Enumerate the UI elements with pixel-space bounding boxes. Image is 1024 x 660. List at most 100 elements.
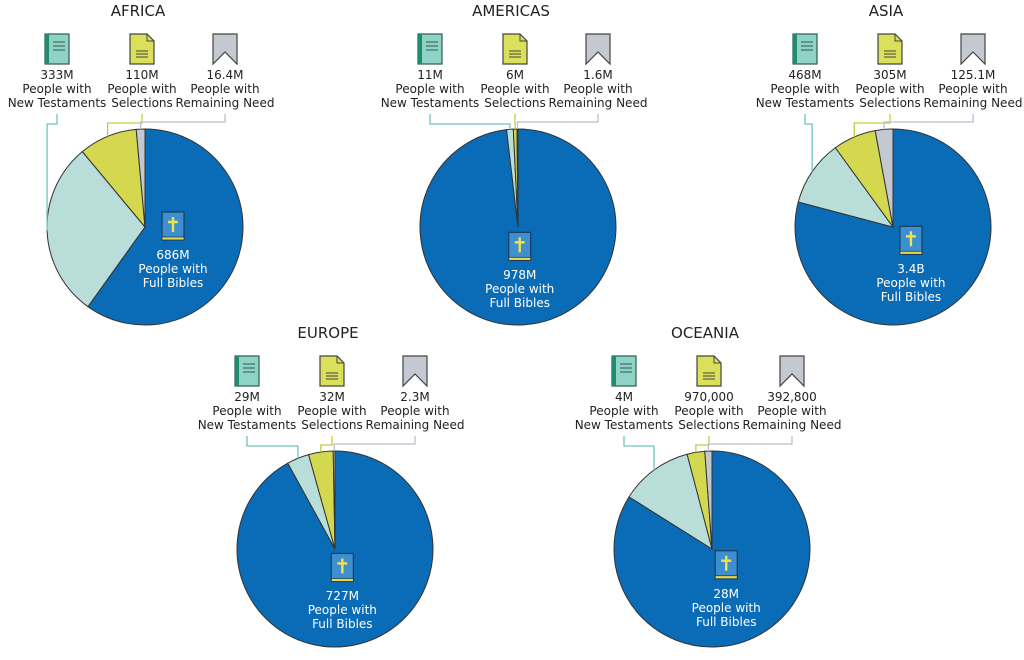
leader-line (246, 436, 299, 459)
icon-shape (326, 372, 338, 380)
category-label: People with Remaining Need (175, 82, 275, 110)
pie-slice (797, 147, 895, 228)
icon-shape (519, 34, 527, 42)
chart-title: ASIA (868, 2, 904, 20)
chart-title: AFRICA (110, 2, 166, 20)
category-label: People with Remaining Need (742, 404, 842, 432)
icon-shape (235, 356, 239, 386)
value-label: 125.1M (950, 68, 996, 82)
slice-label: 125.1M People with Remaining Need (908, 68, 1024, 110)
value-label: 3.4B (897, 262, 925, 277)
slice-label: 32M People with Selections (267, 390, 397, 432)
leader-line (707, 436, 793, 452)
icon-shape (146, 34, 154, 42)
icon-shape (960, 33, 986, 66)
leader-line (883, 114, 974, 130)
icon-shape (212, 33, 238, 66)
value-label: 16.4M (206, 68, 244, 82)
value-label: 392,800 (767, 390, 817, 404)
icon-selection (696, 355, 722, 387)
category-label: People with New Testaments (7, 82, 107, 110)
icon-full-bible (161, 211, 185, 241)
icon-shape (319, 355, 345, 387)
slice-label: 333M People with New Testaments (0, 68, 122, 110)
icon-selection (502, 33, 528, 65)
icon-shape (894, 34, 902, 42)
value-label: 333M (40, 68, 74, 82)
category-label: People with Full Bibles (691, 600, 761, 629)
category-label: People with Full Bibles (138, 261, 208, 290)
slice-label: 110M People with Selections (77, 68, 207, 110)
slice-label: 392,800 People with Remaining Need (727, 390, 857, 432)
value-label: 4M (615, 390, 633, 404)
slice-label: 3.4B People with Full Bibles (846, 262, 976, 304)
category-label: People with New Testaments (380, 82, 480, 110)
slice-label: 305M People with Selections (825, 68, 955, 110)
category-label: People with Remaining Need (923, 82, 1023, 110)
icon-selection (129, 33, 155, 65)
slice-label: 1.6M People with Remaining Need (533, 68, 663, 110)
category-label: People with Remaining Need (548, 82, 648, 110)
icon-shape (336, 356, 344, 364)
icon-new-testament (417, 33, 443, 65)
chart-title: OCEANIA (671, 324, 739, 342)
icon-shape (714, 575, 738, 580)
leader-line (853, 114, 891, 137)
icon-shape (899, 250, 923, 255)
icon-shape (337, 558, 348, 574)
icon-shape (45, 34, 49, 64)
icon-shape (721, 555, 732, 571)
value-label: 2.3M (400, 390, 430, 404)
icon-shape (514, 237, 525, 253)
leader-line (106, 114, 143, 137)
pie-slice (46, 150, 146, 308)
leader-line (623, 436, 655, 471)
category-label: People with Selections (107, 82, 177, 110)
slice-label: 16.4M People with Remaining Need (160, 68, 290, 110)
leader-line (516, 114, 599, 130)
icon-shape (53, 41, 65, 51)
icon-shape (779, 355, 805, 388)
category-label: People with Selections (480, 82, 550, 110)
slice-label: 4M People with New Testaments (559, 390, 689, 432)
value-label: 1.6M (583, 68, 613, 82)
icon-remaining-need (585, 33, 611, 66)
slice-label: 28M People with Full Bibles (661, 587, 791, 629)
category-label: People with Remaining Need (365, 404, 465, 432)
icon-shape (905, 231, 916, 247)
slice-label: 468M People with New Testaments (740, 68, 870, 110)
icon-new-testament (611, 355, 637, 387)
leader-line (333, 436, 416, 452)
icon-full-bible (508, 231, 532, 261)
chart-title: AMERICAS (472, 2, 550, 20)
value-label: 110M (125, 68, 159, 82)
category-label: People with New Testaments (197, 404, 297, 432)
icon-remaining-need (212, 33, 238, 66)
leader-line (695, 436, 710, 453)
icon-shape (620, 363, 632, 373)
icon-shape (703, 372, 715, 380)
icon-shape (243, 363, 255, 373)
icon-remaining-need (779, 355, 805, 388)
slice-label: 727M People with Full Bibles (277, 589, 407, 631)
category-label: People with New Testaments (574, 404, 674, 432)
icon-selection (319, 355, 345, 387)
leader-line (139, 114, 226, 130)
icon-selection (877, 33, 903, 65)
category-label: People with Selections (674, 404, 744, 432)
chart-title: EUROPE (297, 324, 359, 342)
category-label: People with Selections (855, 82, 925, 110)
icon-shape (129, 33, 155, 65)
icon-shape (426, 41, 438, 51)
slice-label: 29M People with New Testaments (182, 390, 312, 432)
value-label: 11M (417, 68, 443, 82)
value-label: 727M (325, 589, 359, 604)
icon-shape (508, 256, 532, 261)
icon-shape (696, 355, 722, 387)
slice-label: 11M People with New Testaments (365, 68, 495, 110)
pie-slice (628, 453, 713, 551)
icon-shape (330, 578, 354, 582)
category-label: People with Full Bibles (485, 282, 555, 311)
slice-label: 978M People with Full Bibles (455, 268, 585, 310)
icon-full-bible (714, 550, 738, 580)
